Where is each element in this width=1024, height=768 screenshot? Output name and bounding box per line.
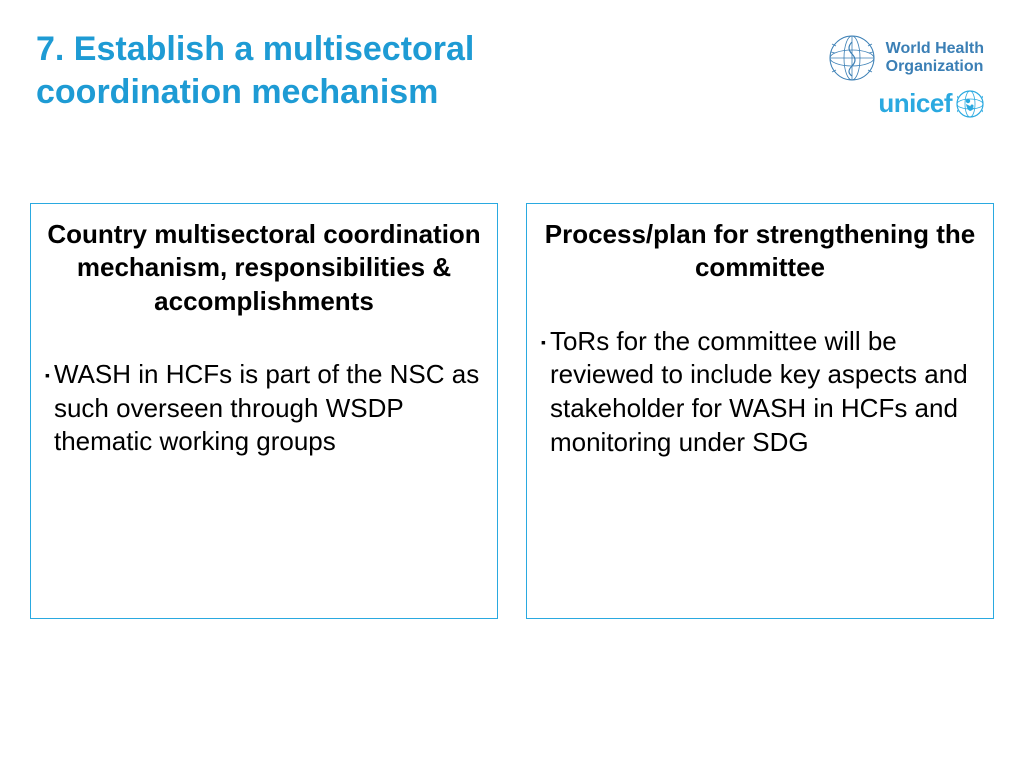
panel-right-bullet-text: ToRs for the committee will be reviewed … [550, 325, 979, 460]
panel-left-bullet: ▪ WASH in HCFs is part of the NSC as suc… [45, 358, 483, 459]
who-text: World Health Organization [886, 40, 984, 77]
who-text-line1: World Health [886, 40, 984, 58]
panel-right: Process/plan for strengthening the commi… [526, 203, 994, 619]
unicef-logo: unicef [878, 88, 984, 119]
who-logo: World Health Organization [828, 34, 984, 82]
slide-title: 7. Establish a multisectoral coordinatio… [36, 28, 636, 113]
unicef-emblem-icon [956, 90, 984, 118]
bullet-mark-icon: ▪ [45, 368, 50, 382]
content-area: Country multisectoral coordination mecha… [0, 203, 1024, 619]
who-text-line2: Organization [886, 58, 984, 76]
unicef-text: unicef [878, 88, 952, 119]
who-emblem-icon [828, 34, 876, 82]
panel-right-body: ▪ ToRs for the committee will be reviewe… [541, 325, 979, 460]
panel-left-body: ▪ WASH in HCFs is part of the NSC as suc… [45, 358, 483, 459]
panel-right-bullet: ▪ ToRs for the committee will be reviewe… [541, 325, 979, 460]
panel-left: Country multisectoral coordination mecha… [30, 203, 498, 619]
panel-left-bullet-text: WASH in HCFs is part of the NSC as such … [54, 358, 483, 459]
panel-left-title: Country multisectoral coordination mecha… [45, 218, 483, 318]
logo-area: World Health Organization unicef [828, 34, 984, 119]
panel-right-title: Process/plan for strengthening the commi… [541, 218, 979, 285]
bullet-mark-icon: ▪ [541, 335, 546, 349]
